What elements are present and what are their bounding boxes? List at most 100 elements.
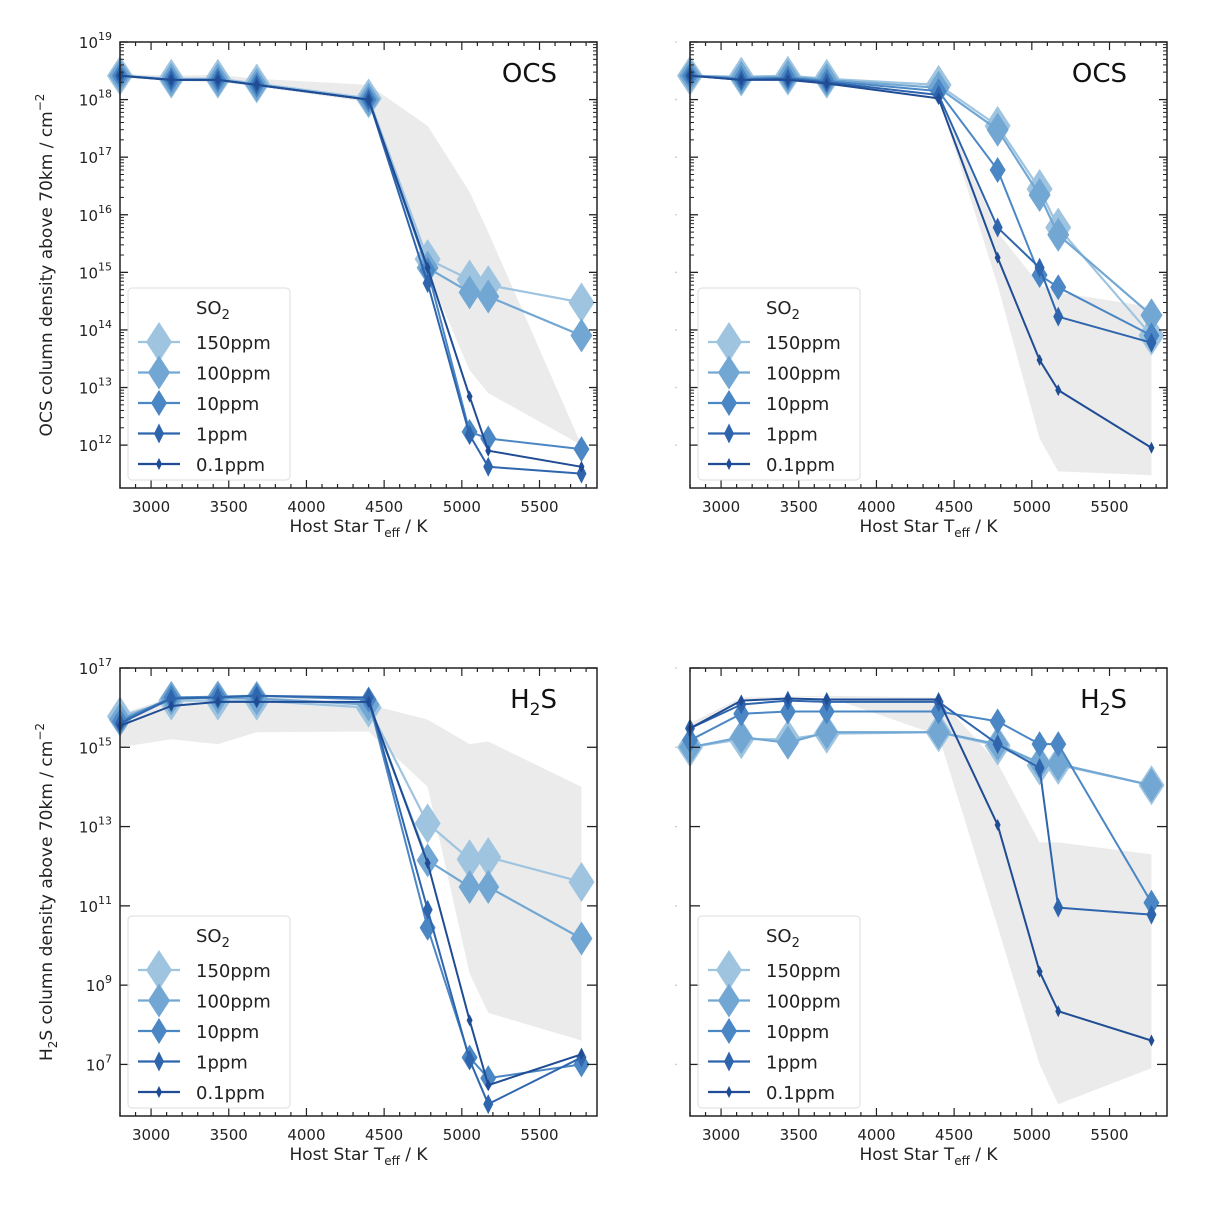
x-tick-label: 5000: [1013, 1126, 1051, 1144]
series-0.1ppm: [117, 69, 585, 473]
x-tick-label: 3500: [780, 498, 818, 516]
x-tick-label: 4500: [935, 498, 973, 516]
data-point: [168, 73, 175, 86]
panel-title: OCS: [1072, 59, 1127, 89]
y-tick-label: 1013: [79, 376, 112, 398]
data-point: [730, 720, 753, 755]
series-line: [689, 731, 1152, 787]
data-point: [414, 803, 441, 844]
data-point: [784, 73, 791, 86]
y-tick-ghost: [675, 667, 677, 669]
panel-title: OCS: [502, 59, 557, 89]
data-point: [477, 869, 500, 904]
legend-label: 100ppm: [766, 992, 841, 1013]
y-tick-ghost: [675, 386, 677, 389]
range-band: [120, 694, 582, 1041]
panel-bottom-right: 3000 3500 4000 4500 5000 5500 Host Star Teff /…: [675, 667, 1168, 1168]
data-point: [989, 708, 1006, 735]
x-axis-label: Host Star Teff / K: [859, 1145, 998, 1168]
y-tick-label: 1012: [79, 433, 112, 455]
data-point: [483, 456, 494, 477]
data-point: [935, 92, 942, 105]
y-tick-ghost: [675, 1063, 677, 1066]
legend-entry-150ppm: 150ppm: [138, 322, 271, 362]
legend-marker: [716, 322, 742, 362]
data-point: [168, 700, 175, 713]
data-point: [424, 261, 431, 274]
axes-frame: [689, 41, 1168, 489]
series-0.1ppm: [687, 692, 1155, 1047]
data-point: [568, 861, 595, 902]
legend-label: 100ppm: [196, 364, 271, 385]
y-tick-ghost: [675, 156, 677, 158]
data-point: [466, 1014, 473, 1027]
legend-entry-10ppm: 10ppm: [138, 1018, 259, 1044]
data-point: [1146, 332, 1157, 353]
data-point: [1148, 1034, 1155, 1047]
y-tick-label: 107: [86, 1052, 112, 1074]
data-point: [738, 73, 745, 86]
x-tick-label: 3500: [210, 498, 248, 516]
y-tick-label: 1017: [79, 145, 112, 167]
x-tick-label: 5500: [520, 498, 558, 516]
legend-marker: [156, 458, 162, 470]
series-line: [119, 74, 582, 304]
legend-label: 1ppm: [766, 1053, 818, 1074]
data-point: [422, 899, 433, 920]
y-tick-ghost: [675, 271, 677, 274]
legend-entry-1ppm: 1ppm: [138, 1051, 248, 1074]
legend-marker: [721, 390, 737, 416]
data-point: [214, 73, 221, 86]
legend: SO2 150ppm 100ppm 10ppm 1ppm 0.1ppm: [697, 915, 861, 1109]
legend-label: 0.1ppm: [196, 455, 265, 476]
data-point: [458, 869, 481, 904]
data-point: [253, 695, 260, 708]
x-tick-label: 3000: [702, 1126, 740, 1144]
y-tick-ghost: [675, 41, 677, 43]
range-band: [690, 695, 1152, 1105]
x-tick-label: 3000: [702, 498, 740, 516]
y-tick-label: 1018: [79, 88, 112, 110]
data-point: [1036, 965, 1043, 978]
legend-label: 10ppm: [196, 1022, 259, 1043]
legend-label: 1ppm: [196, 1053, 248, 1074]
legend-box: [127, 915, 291, 1109]
data-point: [466, 390, 473, 403]
legend-marker: [156, 1086, 162, 1098]
legend-label: 10ppm: [196, 394, 259, 415]
data-point: [1055, 384, 1062, 397]
x-tick-label: 5500: [520, 1126, 558, 1144]
data-point: [927, 715, 950, 750]
axes-frame: [119, 41, 598, 489]
data-point: [570, 318, 593, 353]
x-tick-label: 5000: [443, 498, 481, 516]
panel-title: H2S: [1080, 685, 1127, 720]
x-tick-label: 4500: [935, 1126, 973, 1144]
y-tick-ghost: [675, 984, 677, 986]
data-point: [994, 251, 1001, 264]
series-0.1ppm: [687, 69, 1155, 454]
legend-entry-0.1ppm: 0.1ppm: [708, 1083, 835, 1104]
legend-label: 0.1ppm: [766, 455, 835, 476]
range-band: [690, 75, 1152, 476]
data-point: [578, 460, 585, 473]
legend-marker: [154, 423, 164, 444]
legend-title: SO2: [196, 298, 230, 323]
data-point: [475, 837, 502, 878]
legend-label: 0.1ppm: [196, 1083, 265, 1104]
x-tick-label: 5500: [1090, 1126, 1128, 1144]
x-tick-label: 3000: [132, 1126, 170, 1144]
data-point: [823, 693, 830, 706]
legend-box: [697, 287, 861, 481]
data-point: [568, 282, 595, 323]
data-point: [578, 1048, 585, 1061]
legend-label: 150ppm: [766, 333, 841, 354]
series-10ppm: [682, 698, 1160, 916]
legend: SO2 150ppm 100ppm 10ppm 1ppm 0.1ppm: [697, 287, 861, 481]
legend-marker: [718, 983, 740, 1018]
data-point: [989, 156, 1006, 183]
panel-bottom-left: 3000 3500 4000 4500 5000 5500 107 109 1011 1013 10…: [33, 656, 598, 1168]
legend-label: 150ppm: [196, 961, 271, 982]
data-point: [779, 698, 796, 725]
data-point: [1034, 758, 1045, 779]
